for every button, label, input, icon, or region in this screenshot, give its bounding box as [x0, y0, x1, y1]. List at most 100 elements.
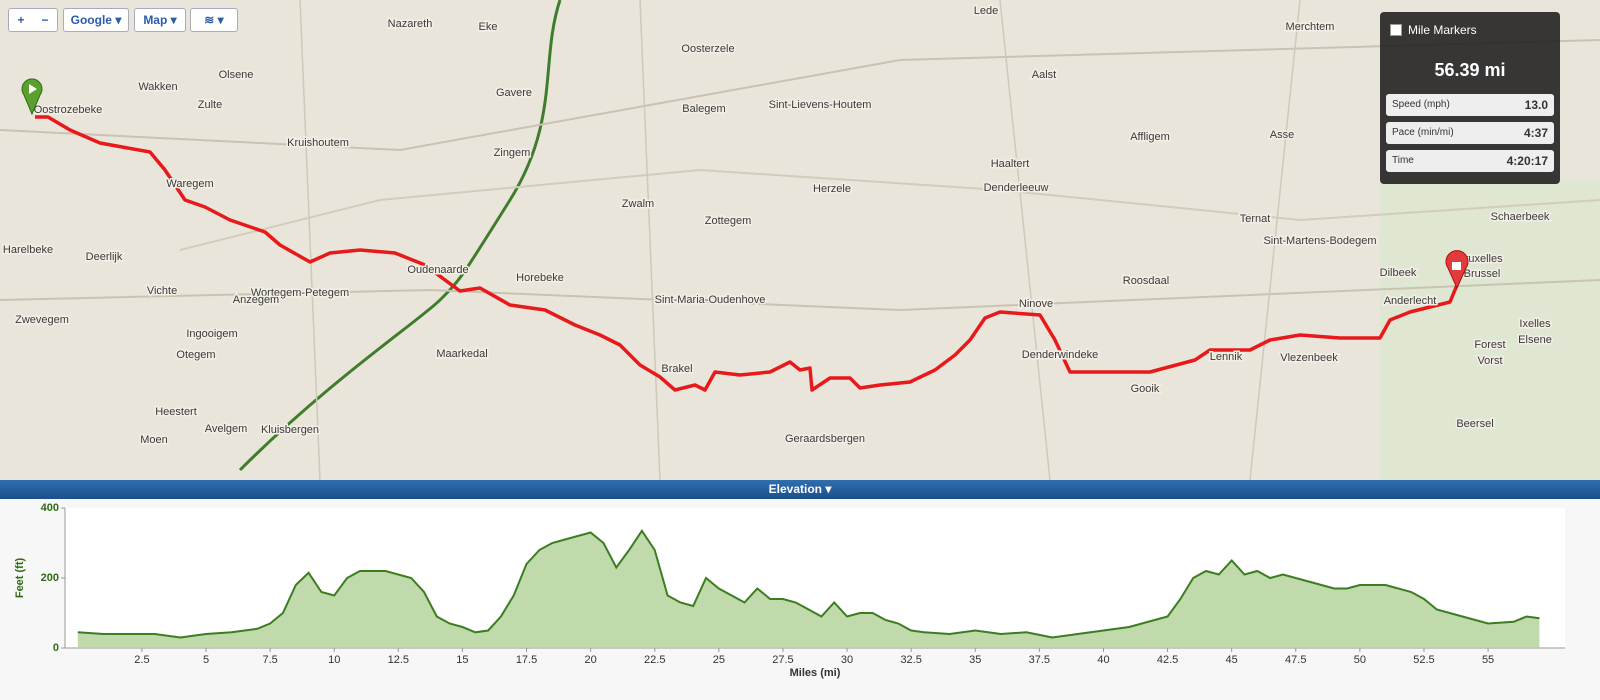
- x-tick-label: 7.5: [262, 654, 277, 666]
- pace-value: 4:37: [1523, 126, 1548, 140]
- place-label: Herzele: [813, 183, 851, 195]
- provider-button[interactable]: Google ▾: [63, 8, 129, 32]
- place-label: Zwevegem: [15, 314, 69, 326]
- x-tick-label: 27.5: [772, 654, 793, 666]
- stats-panel: Mile Markers 56.39 mi Speed (mph) 13.0 Pa…: [1380, 12, 1560, 184]
- place-label: Beersel: [1456, 418, 1493, 430]
- pace-label: Pace (min/mi): [1392, 127, 1454, 138]
- place-label: Denderleeuw: [984, 182, 1049, 194]
- urban-area: [1380, 180, 1600, 480]
- x-tick-label: 42.5: [1157, 654, 1178, 666]
- place-label: Sint-Maria-Oudenhove: [655, 294, 766, 306]
- place-label: Zottegem: [705, 215, 751, 227]
- place-label: Schaerbeek: [1491, 211, 1550, 223]
- x-tick-label: 17.5: [516, 654, 537, 666]
- place-label: Ninove: [1019, 298, 1053, 310]
- place-label: Eke: [479, 21, 498, 33]
- place-label: Vorst: [1477, 355, 1502, 367]
- pace-row: Pace (min/mi) 4:37: [1386, 122, 1554, 144]
- x-tick-label: 10: [328, 654, 340, 666]
- place-label: Gooik: [1131, 383, 1160, 395]
- x-axis-label: Miles (mi): [790, 667, 841, 679]
- place-label: Roosdaal: [1123, 275, 1169, 287]
- place-label: Waregem: [166, 178, 213, 190]
- place-label: Balegem: [682, 103, 725, 115]
- zoom-out[interactable]: −: [41, 13, 49, 27]
- y-tick-label: 200: [41, 572, 59, 584]
- place-label: Nazareth: [388, 18, 433, 30]
- place-label: Kluisbergen: [261, 424, 319, 436]
- place-label: Vichte: [147, 285, 177, 297]
- layers-button[interactable]: ≋ ▾: [190, 8, 238, 32]
- x-tick-label: 47.5: [1285, 654, 1306, 666]
- x-tick-label: 35: [969, 654, 981, 666]
- x-tick-label: 50: [1354, 654, 1366, 666]
- x-tick-label: 25: [713, 654, 725, 666]
- place-label: Avelgem: [205, 423, 248, 435]
- x-tick-label: 52.5: [1413, 654, 1434, 666]
- place-label: Forest: [1474, 339, 1505, 351]
- place-label: Sint-Martens-Bodegem: [1263, 235, 1376, 247]
- x-tick-label: 30: [841, 654, 853, 666]
- place-label: Brakel: [661, 363, 692, 375]
- end-icon: [1452, 262, 1461, 270]
- place-label: Geraardsbergen: [785, 433, 865, 445]
- place-label: Brussel: [1464, 268, 1501, 280]
- time-value: 4:20:17: [1506, 154, 1548, 168]
- y-tick-label: 400: [41, 502, 59, 514]
- map[interactable]: Nazareth Eke Oosterzele Lede Aalst Merchtem Zu…: [0, 0, 1600, 480]
- road: [179, 168, 1600, 251]
- map-background: [0, 0, 1600, 480]
- x-tick-label: 12.5: [388, 654, 409, 666]
- start-marker[interactable]: [21, 78, 43, 116]
- place-label: Haaltert: [991, 158, 1030, 170]
- place-label: Elsene: [1518, 334, 1552, 346]
- zoom-in[interactable]: +: [17, 13, 25, 27]
- map-type-button[interactable]: Map ▾: [134, 8, 186, 32]
- place-label: Ternat: [1240, 213, 1271, 225]
- place-label: Vlezenbeek: [1280, 352, 1338, 364]
- x-tick-label: 37.5: [1029, 654, 1050, 666]
- x-tick-label: 22.5: [644, 654, 665, 666]
- place-label: Asse: [1270, 129, 1294, 141]
- place-label: Ingooigem: [186, 328, 237, 340]
- place-label: Maarkedal: [436, 348, 487, 360]
- place-label: Moen: [140, 434, 168, 446]
- place-label: Anzegem: [233, 294, 279, 306]
- y-axis-label: Feet (ft): [14, 558, 26, 599]
- x-tick-label: 55: [1482, 654, 1494, 666]
- place-label: Merchtem: [1286, 21, 1335, 33]
- road: [0, 39, 1600, 152]
- route: [35, 115, 1459, 392]
- provider-label: Google: [70, 13, 112, 27]
- place-label: Oostrozebeke: [34, 104, 102, 116]
- place-label: Zwalm: [622, 198, 654, 210]
- place-label: Heestert: [155, 406, 197, 418]
- speed-label: Speed (mph): [1392, 99, 1450, 110]
- elevation-title: Elevation: [768, 482, 822, 496]
- place-label: Sint-Lievens-Houtem: [769, 99, 872, 111]
- road: [299, 0, 1301, 480]
- place-label: Anderlecht: [1384, 295, 1437, 307]
- place-label: Oosterzele: [681, 43, 734, 55]
- elevation-header[interactable]: Elevation ▾: [0, 480, 1600, 499]
- start-icon: [29, 84, 37, 94]
- place-label: Gavere: [496, 87, 532, 99]
- place-label: Denderwindeke: [1022, 349, 1098, 361]
- road: [0, 279, 1600, 312]
- place-label: Lennik: [1210, 351, 1243, 363]
- elevation-line: [77, 528, 1540, 639]
- place-label: Affligem: [1130, 131, 1170, 143]
- distance: 56.39 mi: [1434, 60, 1506, 80]
- x-tick-label: 2.5: [134, 654, 149, 666]
- checkbox[interactable]: [1390, 24, 1402, 36]
- zoom-controls: + −: [8, 8, 58, 32]
- elevation-chart: Feet (ft) Miles (mi) 0 200 400 2.5 5 7.5 10 12.…: [0, 499, 1600, 700]
- place-label: Zingem: [494, 147, 531, 159]
- x-tick-label: 40: [1097, 654, 1109, 666]
- area-fill: [77, 530, 1540, 648]
- place-label: Kruishoutem: [287, 137, 349, 149]
- place-label: Olsene: [219, 69, 254, 81]
- map-labels: Nazareth Eke Oosterzele Lede Aalst Merchtem Zu…: [1, 4, 1553, 448]
- time-label: Time: [1392, 155, 1414, 166]
